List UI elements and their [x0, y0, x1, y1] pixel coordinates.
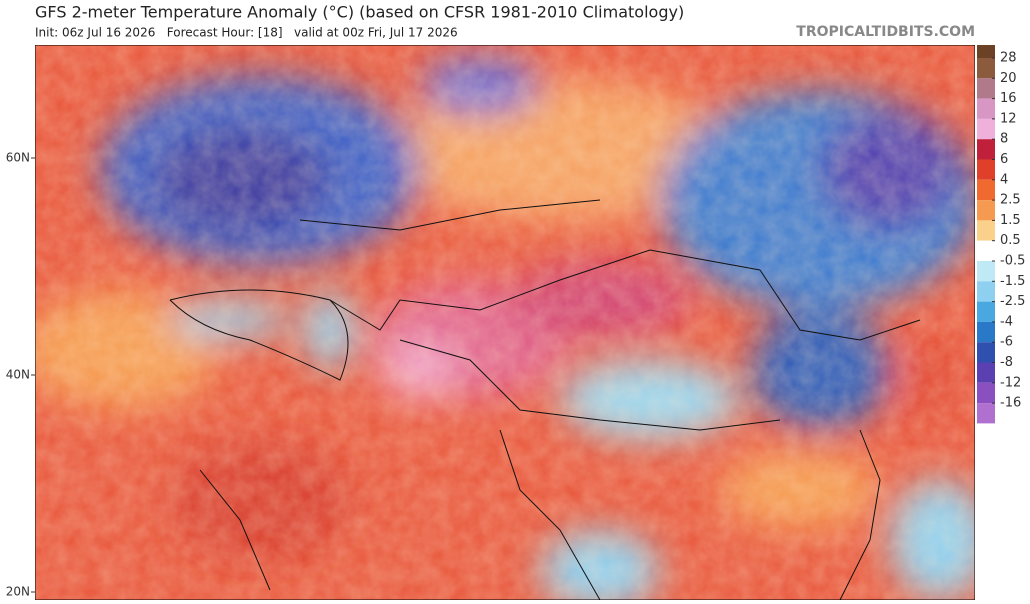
latitude-labels: 60N 40N 20N [6, 151, 35, 599]
colorbar-label: 4 [1000, 172, 1008, 187]
colorbar-label: -8 [1000, 355, 1013, 370]
site-credit: TROPICALTIDBITS.COM [796, 24, 975, 40]
colorbar-label: -16 [1000, 396, 1021, 411]
colorbar-label: 20 [1000, 71, 1017, 86]
colorbar: 28 20 16 12 8 6 4 2.5 1.5 0.5 -0.5 -1.5 -2.5 -4 -6 -8 -1… [977, 45, 1025, 424]
colorbar-segment [977, 240, 995, 261]
colorbar-segment [977, 403, 995, 424]
colorbar-label: 28 [1000, 51, 1017, 66]
colorbar-label: -0.5 [1000, 254, 1025, 269]
colorbar-segment [977, 301, 995, 322]
colorbar-label: 6 [1000, 152, 1008, 167]
colorbar-label: -2.5 [1000, 294, 1025, 309]
colorbar-segment [977, 362, 995, 383]
colorbar-segment [977, 118, 995, 140]
colorbar-label: -4 [1000, 314, 1013, 329]
colorbar-segment [977, 342, 995, 363]
colorbar-label: 16 [1000, 91, 1017, 106]
colorbar-segment [977, 45, 995, 58]
colorbar-label: 1.5 [1000, 213, 1021, 228]
colorbar-label: 8 [1000, 132, 1008, 147]
colorbar-segment [977, 321, 995, 343]
colorbar-segment [977, 281, 995, 302]
colorbar-segment [977, 78, 995, 99]
colorbar-segment [977, 58, 995, 79]
latitude-label: 40N [6, 368, 30, 382]
colorbar-segment [977, 179, 995, 201]
colorbar-segment [977, 98, 995, 119]
colorbar-segment [977, 382, 995, 404]
colorbar-label: -1.5 [1000, 274, 1025, 289]
colorbar-segment [977, 139, 995, 160]
colorbar-label: -12 [1000, 375, 1021, 390]
colorbar-label: 12 [1000, 111, 1017, 126]
latitude-label: 20N [6, 585, 30, 599]
subtitle: Init: 06z Jul 16 2026 Forecast Hour: [18… [35, 26, 458, 40]
colorbar-segment [977, 220, 995, 241]
map [35, 45, 975, 600]
colorbar-label: 2.5 [1000, 193, 1021, 208]
colorbar-segment [977, 200, 995, 221]
title: GFS 2-meter Temperature Anomaly (°C) (ba… [35, 3, 684, 22]
colorbar-segment [977, 159, 995, 180]
colorbar-label: -6 [1000, 335, 1013, 350]
colorbar-label: 0.5 [1000, 233, 1021, 248]
colorbar-segment [977, 261, 995, 282]
latitude-label: 60N [6, 151, 30, 165]
